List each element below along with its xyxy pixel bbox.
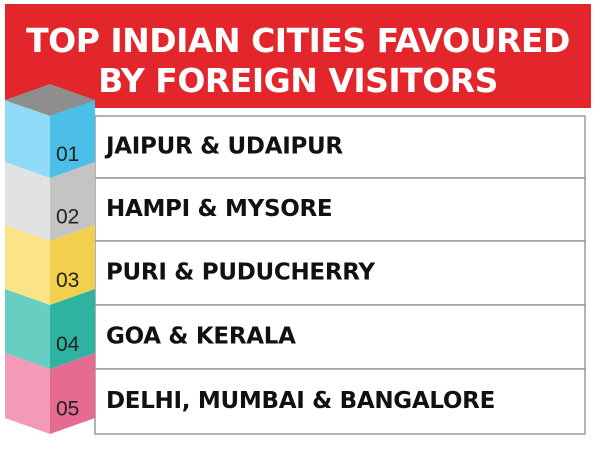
item-box — [94, 368, 586, 435]
cube-left-face — [5, 100, 50, 178]
title-line: TOP INDIAN CITIES FAVOURED — [26, 21, 570, 60]
item-number: 04 — [56, 333, 80, 356]
cube-left-face — [5, 225, 50, 305]
cube-top — [5, 84, 95, 116]
item-label: JAIPUR & UDAIPUR — [104, 134, 343, 160]
item-label: GOA & KERALA — [106, 324, 296, 350]
item-number: 03 — [56, 269, 79, 292]
title-line: BY FOREIGN VISITORS — [98, 61, 498, 100]
cube-cap — [5, 84, 95, 116]
item-box — [94, 115, 586, 179]
cube-right-face — [50, 162, 95, 241]
item-label: DELHI, MUMBAI & BANGALORE — [106, 388, 495, 414]
item-number: 01 — [56, 143, 79, 166]
item-box — [94, 304, 586, 370]
cube-right-face — [50, 225, 95, 305]
item-box — [94, 177, 586, 242]
cube-left-face — [5, 289, 50, 369]
list: 01 JAIPUR & UDAIPUR 02 HAMPI & MYSORE 03 PURI… — [5, 100, 586, 435]
cube-right-face — [50, 353, 95, 434]
list-item: 03 PURI & PUDUCHERRY — [5, 225, 586, 306]
item-number: 05 — [56, 398, 79, 421]
header-band — [5, 4, 591, 108]
list-item: 04 GOA & KERALA — [5, 289, 586, 370]
item-label: HAMPI & MYSORE — [106, 196, 332, 222]
item-label: PURI & PUDUCHERRY — [106, 260, 375, 286]
cube-left-face — [5, 353, 50, 434]
cube-right-face — [50, 289, 95, 369]
item-box — [94, 240, 586, 306]
cube-right-face — [50, 100, 95, 178]
list-item: 02 HAMPI & MYSORE — [5, 162, 586, 242]
cube-left-face — [5, 162, 50, 241]
item-number: 02 — [56, 206, 79, 229]
list-item: 05 DELHI, MUMBAI & BANGALORE — [5, 353, 586, 435]
list-item: 01 JAIPUR & UDAIPUR — [5, 100, 586, 179]
